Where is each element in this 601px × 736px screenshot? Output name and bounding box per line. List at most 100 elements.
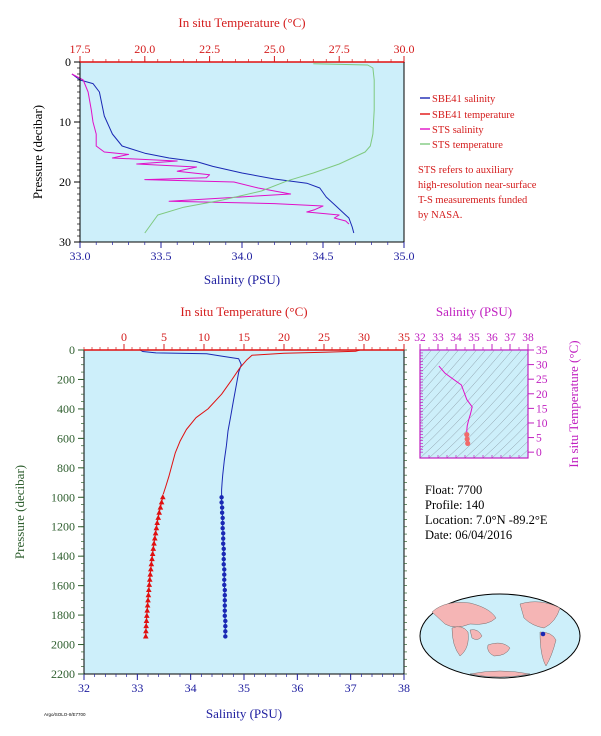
temperature-marker bbox=[155, 514, 162, 520]
full-profile-salinity-tick-label: 37 bbox=[345, 681, 357, 695]
salinity-deep-markers-line bbox=[221, 497, 226, 637]
ts-temperature-tick-label: 30 bbox=[536, 360, 548, 372]
temperature-marker bbox=[154, 519, 160, 526]
density-contour bbox=[491, 422, 528, 458]
ts-salinity-tick-label: 34 bbox=[450, 332, 462, 344]
near-surface-series bbox=[71, 62, 405, 234]
near-surface-plot-area bbox=[80, 62, 404, 242]
ts-salinity-tick-label: 37 bbox=[504, 332, 516, 344]
full-profile-pressure-tick-label: 1400 bbox=[51, 549, 75, 563]
density-contour bbox=[482, 413, 528, 458]
salinity-marker bbox=[223, 629, 228, 634]
density-contour bbox=[420, 350, 441, 375]
temperature-marker bbox=[157, 504, 164, 510]
near-surface-temperature-tick-label: 22.5 bbox=[199, 42, 220, 56]
ts-deep-point bbox=[464, 432, 470, 438]
salinity-marker bbox=[222, 577, 227, 582]
map-north-america bbox=[519, 601, 561, 629]
temperature-marker bbox=[156, 509, 162, 515]
near-surface-pressure-tick-label: 0 bbox=[65, 55, 71, 69]
ts-deep-point bbox=[464, 436, 470, 442]
world-map bbox=[419, 593, 581, 679]
ts-salinity-tick-label: 38 bbox=[522, 332, 534, 344]
density-contour bbox=[518, 449, 528, 458]
density-contour bbox=[500, 432, 528, 458]
density-contour bbox=[420, 350, 495, 433]
salinity-marker bbox=[221, 562, 226, 567]
ts-salinity-tick-label: 35 bbox=[468, 332, 480, 344]
full-profile-salinity-tick-label: 36 bbox=[291, 681, 303, 695]
full-profile-temperature-tick-label: 35 bbox=[398, 330, 410, 344]
temperature-marker bbox=[151, 540, 157, 546]
near-surface-pressure-tick-label: 10 bbox=[59, 115, 71, 129]
ts-temperature-axis-label: In situ Temperature (°C) bbox=[566, 340, 581, 467]
ts-diagram-panel: 32 33 34 35 36 37 38 0 5 10 15 20 25 30 35 Salinity (P… bbox=[414, 304, 581, 468]
legend-label-sts-salinity: STS salinity bbox=[432, 125, 484, 136]
near-surface-temperature-tick-label: 25.0 bbox=[264, 42, 285, 56]
full-profile-pressure-tick-label: 400 bbox=[57, 402, 75, 416]
salinity-marker bbox=[223, 634, 228, 639]
temperature-marker bbox=[144, 612, 150, 618]
legend: SBE41 salinity SBE41 temperature STS sal… bbox=[420, 94, 515, 151]
salinity-marker bbox=[222, 572, 227, 577]
sts-note-line-3: T-S measurements funded bbox=[418, 195, 528, 206]
ts-salinity-axis-label: Salinity (PSU) bbox=[436, 304, 512, 319]
density-contour bbox=[420, 350, 477, 415]
salinity-marker bbox=[219, 510, 225, 515]
sbe41-salinity-line bbox=[71, 73, 355, 234]
full-profile-temperature-tick-label: 20 bbox=[278, 330, 290, 344]
salinity-marker bbox=[223, 623, 228, 629]
density-contour bbox=[473, 403, 528, 458]
temperature-marker bbox=[144, 607, 150, 613]
ts-density-contours bbox=[420, 350, 528, 458]
salinity-marker bbox=[221, 531, 226, 536]
near-surface-salinity-tick-label: 35.0 bbox=[394, 249, 415, 263]
profile-date: Date: 06/04/2016 bbox=[425, 528, 512, 542]
temperature-marker bbox=[145, 592, 152, 598]
ts-temperature-tick-label: 0 bbox=[536, 447, 542, 459]
full-profile-axes: 32 33 34 35 36 37 38 0 5 10 15 20 25 30 35 0 200 400 600 80… bbox=[51, 330, 410, 695]
full-profile-salinity-axis-label: Salinity (PSU) bbox=[206, 706, 282, 721]
full-profile-pressure-tick-label: 800 bbox=[57, 461, 75, 475]
map-continents bbox=[431, 601, 561, 678]
temperature-marker bbox=[149, 555, 155, 562]
salinity-marker bbox=[222, 613, 227, 619]
full-profile-pressure-tick-label: 600 bbox=[57, 431, 75, 445]
temperature-marker bbox=[146, 586, 152, 593]
temperature-marker bbox=[148, 566, 154, 572]
footnote: Argo/SOLO-II/E7700 bbox=[44, 712, 86, 717]
temperature-marker bbox=[149, 550, 156, 556]
salinity-marker bbox=[221, 541, 226, 546]
near-surface-salinity-axis-label: Salinity (PSU) bbox=[204, 272, 280, 287]
full-profile-salinity-tick-label: 35 bbox=[238, 681, 250, 695]
temperature-marker bbox=[148, 561, 155, 567]
full-profile-temperature-tick-label: 10 bbox=[198, 330, 210, 344]
ts-axes: 32 33 34 35 36 37 38 0 5 10 15 20 25 30 35 bbox=[414, 332, 548, 459]
float-position-marker bbox=[540, 631, 546, 637]
temperature-marker bbox=[142, 633, 149, 639]
density-contour bbox=[420, 350, 522, 458]
legend-label-sbe41-salinity: SBE41 salinity bbox=[432, 94, 496, 105]
map-antarctica bbox=[469, 670, 531, 678]
temperature-marker bbox=[143, 617, 150, 623]
density-contour bbox=[420, 350, 432, 364]
near-surface-pressure-axis-label: Pressure (decibar) bbox=[30, 105, 45, 199]
ts-temperature-tick-label: 5 bbox=[536, 433, 542, 445]
float-info: Float: 7700 Profile: 140 Location: 7.0°N… bbox=[425, 483, 548, 542]
density-contour bbox=[420, 350, 459, 395]
near-surface-salinity-tick-label: 33.5 bbox=[151, 249, 172, 263]
near-surface-panel: 33.0 33.5 34.0 34.5 35.0 17.5 20.0 22.5 25.0 27.5… bbox=[30, 15, 537, 287]
temperature-marker bbox=[146, 576, 153, 582]
full-profile-series bbox=[139, 349, 361, 639]
density-contour bbox=[420, 350, 486, 424]
density-contour bbox=[455, 383, 528, 458]
salinity-marker bbox=[219, 495, 224, 500]
ts-series bbox=[438, 365, 473, 447]
full-profile-temperature-tick-label: 5 bbox=[161, 330, 167, 344]
full-profile-pressure-tick-label: 2000 bbox=[51, 638, 75, 652]
sts-salinity-line bbox=[71, 73, 350, 225]
full-profile-pressure-tick-label: 1800 bbox=[51, 608, 75, 622]
ts-temperature-tick-label: 15 bbox=[536, 403, 548, 415]
salinity-marker bbox=[222, 608, 227, 613]
